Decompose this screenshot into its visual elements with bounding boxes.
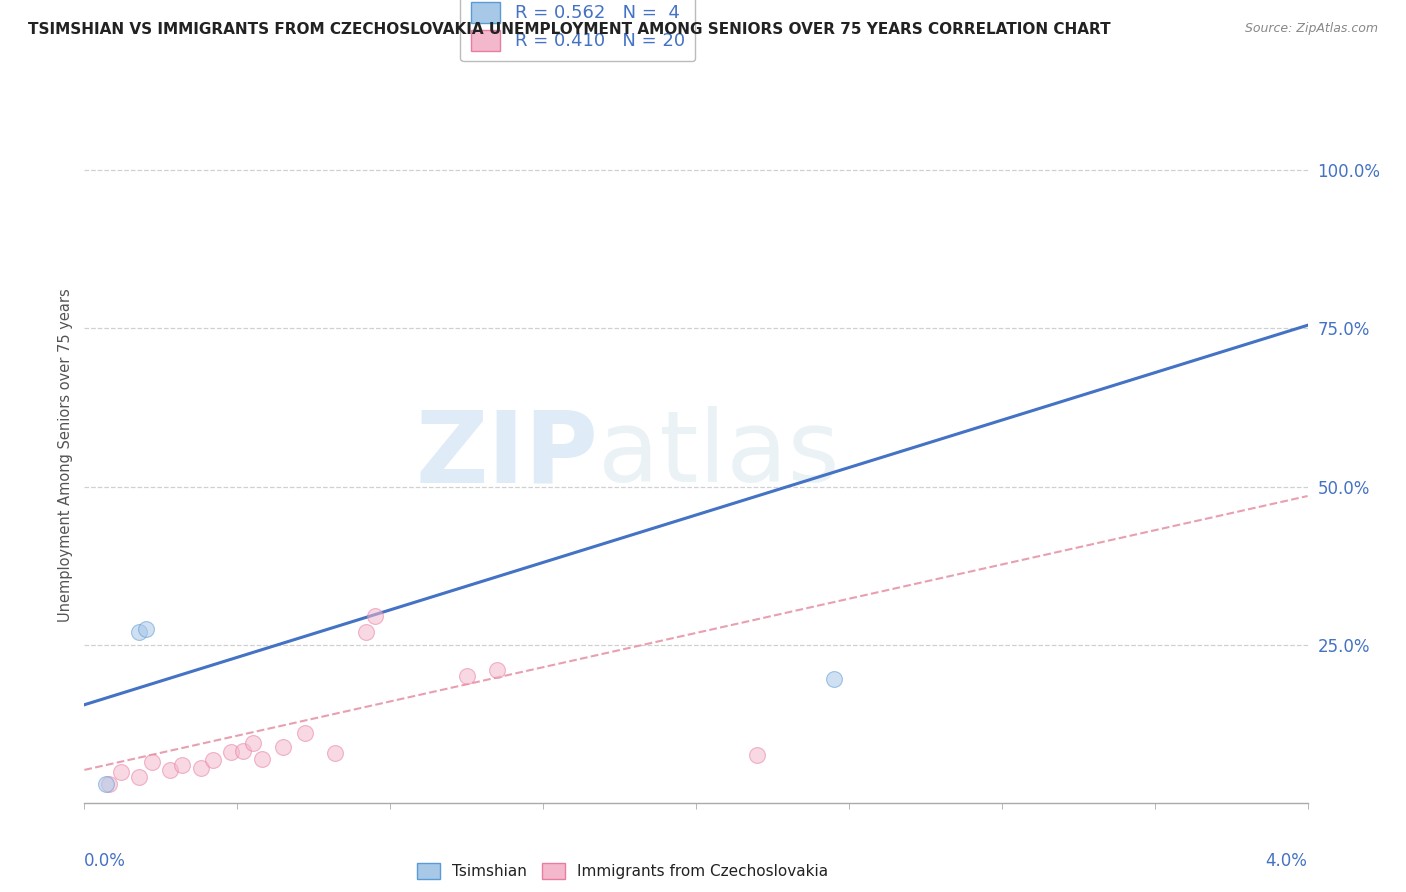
Point [745,748,768,763]
Point [128,625,150,640]
Point [271,740,294,755]
Point [172,757,194,772]
Point [110,765,132,780]
Text: 0.0%: 0.0% [84,852,127,870]
Point [94,777,117,791]
Text: ZIP: ZIP [415,407,598,503]
Point [128,771,150,785]
Point [354,625,377,640]
Point [250,751,273,765]
Text: TSIMSHIAN VS IMMIGRANTS FROM CZECHOSLOVAKIA UNEMPLOYMENT AMONG SENIORS OVER 75 Y: TSIMSHIAN VS IMMIGRANTS FROM CZECHOSLOVA… [28,22,1111,37]
Point [135,622,157,636]
Point [201,753,224,767]
Point [242,736,264,750]
Point [141,755,163,769]
Point [823,673,845,687]
Point [364,609,387,624]
Text: 4.0%: 4.0% [1265,852,1308,870]
Point [190,761,212,775]
Point [97,777,120,791]
Legend: Tsimshian, Immigrants from Czechoslovakia: Tsimshian, Immigrants from Czechoslovaki… [411,856,835,886]
Point [159,763,181,777]
Point [486,663,509,677]
Point [232,744,254,758]
Y-axis label: Unemployment Among Seniors over 75 years: Unemployment Among Seniors over 75 years [58,288,73,622]
Text: atlas: atlas [598,407,839,503]
Point [323,747,346,761]
Point [456,669,478,683]
Point [294,726,316,740]
Point [219,745,242,759]
Text: Source: ZipAtlas.com: Source: ZipAtlas.com [1244,22,1378,36]
